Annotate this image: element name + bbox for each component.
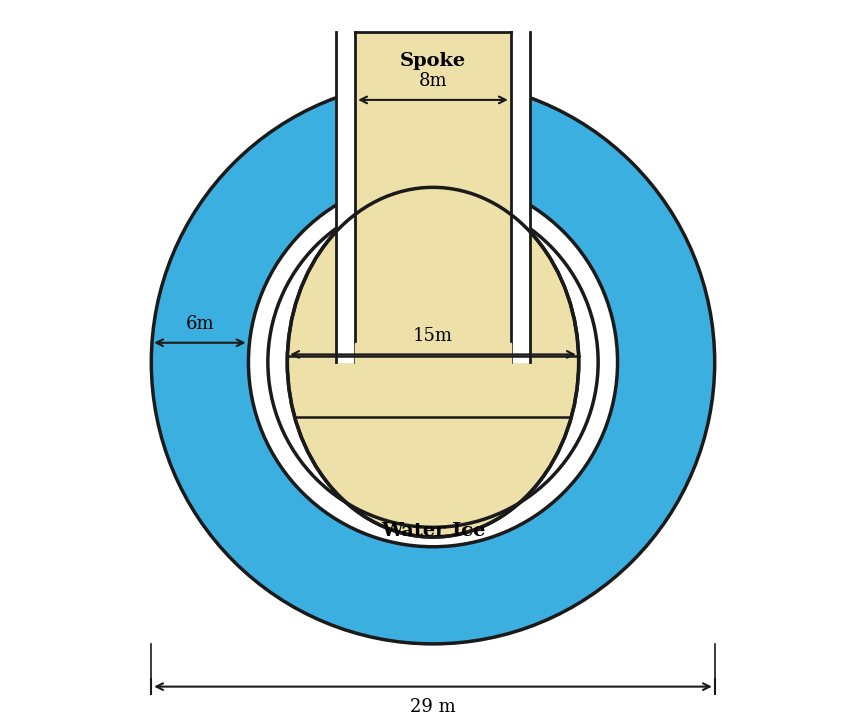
Bar bbox=[355, 343, 511, 372]
Bar bbox=[336, 32, 355, 362]
Bar bbox=[355, 32, 511, 362]
Circle shape bbox=[152, 80, 714, 644]
Text: 29 m: 29 m bbox=[410, 698, 456, 716]
Text: 15m: 15m bbox=[413, 326, 453, 344]
Text: 6m: 6m bbox=[185, 315, 214, 333]
Bar bbox=[511, 32, 530, 362]
Text: Water Ice: Water Ice bbox=[381, 522, 485, 540]
Circle shape bbox=[249, 178, 617, 547]
Text: 8m: 8m bbox=[418, 72, 448, 90]
Ellipse shape bbox=[288, 187, 578, 537]
Text: Spoke: Spoke bbox=[400, 52, 466, 70]
